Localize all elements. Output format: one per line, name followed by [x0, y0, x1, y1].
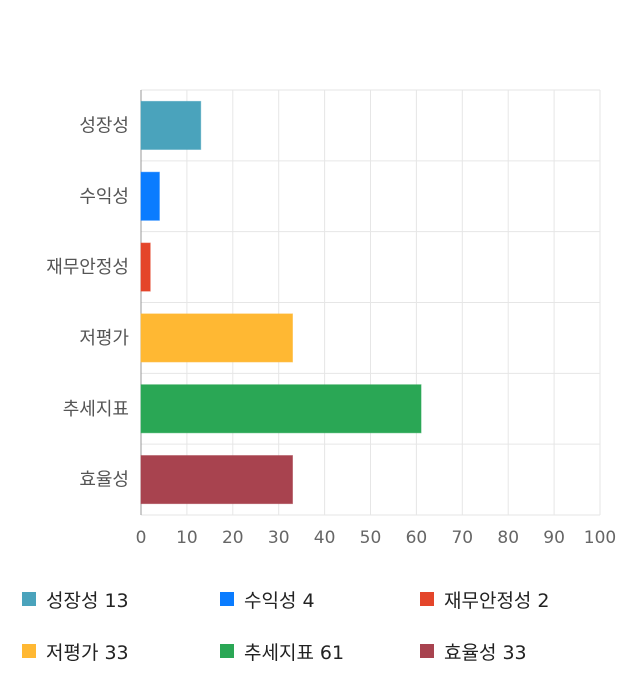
x-axis-ticks: 0 10 20 30 40 50 60 70 80 90 100	[136, 528, 617, 548]
category-label-0: 성장성	[79, 115, 129, 136]
legend-item-3[interactable]: 저평가 33	[22, 636, 135, 666]
legend-item-0[interactable]: 성장성 13	[22, 584, 135, 614]
category-label-1: 수익성	[79, 186, 129, 207]
bar-0[interactable]	[140, 100, 202, 150]
legend-label: 저평가	[46, 641, 99, 664]
legend-value: 33	[104, 641, 129, 664]
bar-5[interactable]	[140, 455, 293, 505]
legend-swatch	[220, 644, 234, 658]
x-tick-label-0: 0	[136, 528, 147, 548]
legend-label: 성장성	[46, 589, 99, 612]
legend-label: 재무안정성	[444, 589, 532, 612]
category-label-5: 효율성	[79, 470, 129, 491]
legend-swatch	[22, 592, 36, 606]
legend-item-4[interactable]: 추세지표 61	[220, 636, 350, 666]
legend-value: 33	[502, 641, 527, 664]
legend-label: 수익성	[244, 589, 297, 612]
bar-2[interactable]	[140, 242, 151, 292]
bars	[140, 100, 422, 505]
x-tick-label-1: 10	[176, 528, 198, 548]
x-tick-label-7: 70	[451, 528, 473, 548]
legend-swatch	[22, 644, 36, 658]
category-label-4: 추세지표	[63, 399, 129, 420]
x-tick-label-10: 100	[584, 528, 616, 548]
legend-item-1[interactable]: 수익성 4	[220, 584, 321, 614]
legend-swatch	[420, 592, 434, 606]
legend-value: 2	[537, 589, 550, 612]
x-tick-label-3: 30	[268, 528, 290, 548]
category-label-2: 재무안정성	[46, 257, 129, 278]
legend-label: 효율성	[444, 641, 497, 664]
legend-swatch	[220, 592, 234, 606]
x-tick-label-8: 80	[497, 528, 519, 548]
bar-3[interactable]	[140, 313, 293, 363]
x-tick-label-2: 20	[222, 528, 244, 548]
legend-label: 추세지표	[244, 641, 314, 664]
grid	[140, 89, 601, 516]
x-tick-label-6: 60	[406, 528, 428, 548]
legend-value: 61	[319, 641, 345, 664]
bar-4[interactable]	[140, 384, 422, 434]
legend-swatch	[420, 644, 434, 658]
x-tick-label-9: 90	[543, 528, 565, 548]
x-tick-label-5: 50	[360, 528, 382, 548]
legend-item-2[interactable]: 재무안정성 2	[420, 584, 556, 614]
x-tick-label-4: 40	[314, 528, 336, 548]
category-label-3: 저평가	[79, 328, 129, 349]
legend-value: 4	[302, 589, 315, 612]
legend-value: 13	[104, 589, 129, 612]
bar-1[interactable]	[140, 171, 160, 221]
legend-item-5[interactable]: 효율성 33	[420, 636, 533, 666]
